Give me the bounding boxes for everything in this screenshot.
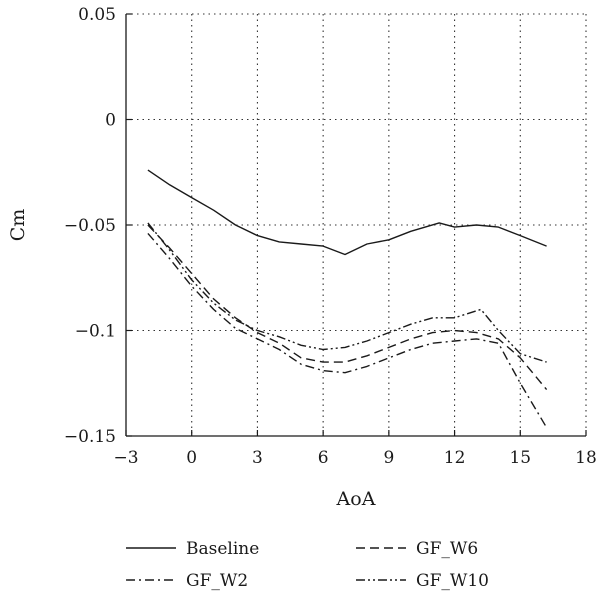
x-tick-label: −3 bbox=[113, 448, 138, 468]
x-tick-label: 15 bbox=[509, 448, 531, 468]
series-line-gf-w2 bbox=[147, 232, 548, 428]
series-line-baseline bbox=[147, 169, 547, 256]
axes bbox=[125, 13, 587, 437]
x-tick-label: 9 bbox=[383, 448, 394, 468]
y-tick-label: 0 bbox=[105, 111, 116, 131]
legend: Baseline GF_W6 GF_W2 GF_W10 bbox=[126, 539, 489, 591]
y-tick-label: −0.1 bbox=[75, 322, 116, 342]
series-line-gf-w6 bbox=[147, 224, 548, 391]
x-axis-title: AoA bbox=[336, 488, 376, 510]
series-lines bbox=[147, 169, 548, 428]
x-tick-label: 3 bbox=[252, 448, 263, 468]
y-tick-label: −0.15 bbox=[64, 427, 116, 447]
legend-label-gf-w10: GF_W10 bbox=[416, 571, 489, 591]
y-axis-title: Cm bbox=[7, 209, 29, 242]
legend-label-baseline: Baseline bbox=[186, 539, 259, 559]
x-tick-label: 12 bbox=[444, 448, 466, 468]
legend-label-gf-w6: GF_W6 bbox=[416, 539, 478, 559]
y-tick-label: −0.05 bbox=[64, 216, 116, 236]
grid-lines bbox=[126, 13, 587, 436]
x-tick-label: 0 bbox=[186, 448, 197, 468]
x-tick-label: 18 bbox=[575, 448, 597, 468]
x-tick-label: 6 bbox=[318, 448, 329, 468]
legend-label-gf-w2: GF_W2 bbox=[186, 571, 248, 591]
series-line-gf-w10 bbox=[147, 222, 547, 363]
tick-labels: −3 0 3 6 9 12 15 18 0.05 0 −0.05 −0.1 −0.15 bbox=[64, 5, 597, 468]
y-tick-label: 0.05 bbox=[78, 5, 116, 25]
